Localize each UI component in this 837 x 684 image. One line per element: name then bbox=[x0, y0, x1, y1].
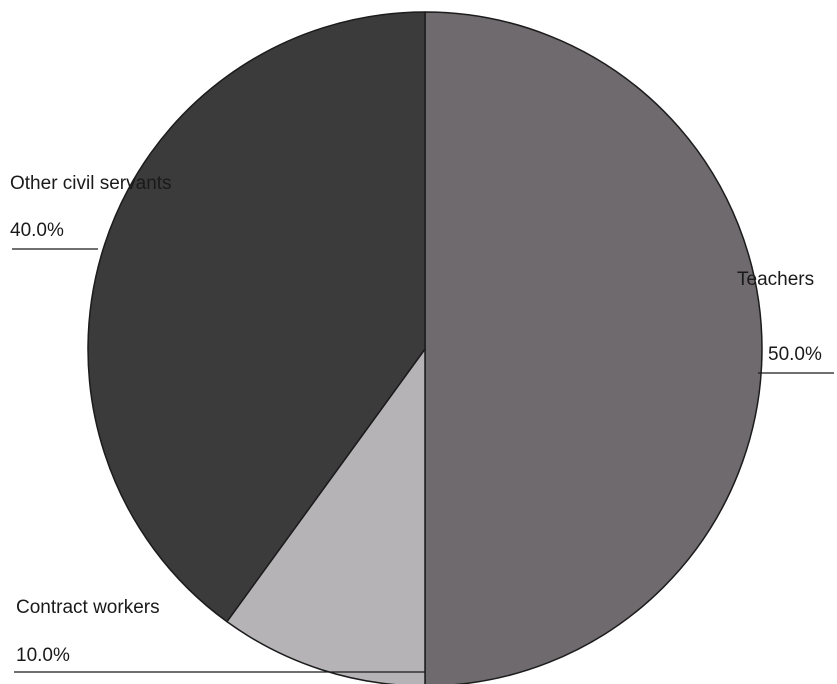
slice-label-contract-workers-name: Contract workers bbox=[16, 597, 160, 618]
pie-slice-other-civil-servants bbox=[87, 11, 426, 623]
slice-label-contract-workers-value: 10.0% bbox=[16, 645, 70, 666]
pie-slice-contract-workers bbox=[226, 348, 426, 684]
slice-label-teachers-name: Teachers bbox=[737, 269, 814, 290]
pie-slices bbox=[87, 11, 763, 684]
slice-label-teachers-value: 50.0% bbox=[768, 344, 822, 365]
leader-lines bbox=[12, 248, 834, 673]
slice-label-other-civil-servants-value: 40.0% bbox=[10, 220, 64, 241]
pie-slice-teachers bbox=[424, 11, 763, 684]
slice-label-other-civil-servants-name: Other civil servants bbox=[10, 173, 172, 194]
